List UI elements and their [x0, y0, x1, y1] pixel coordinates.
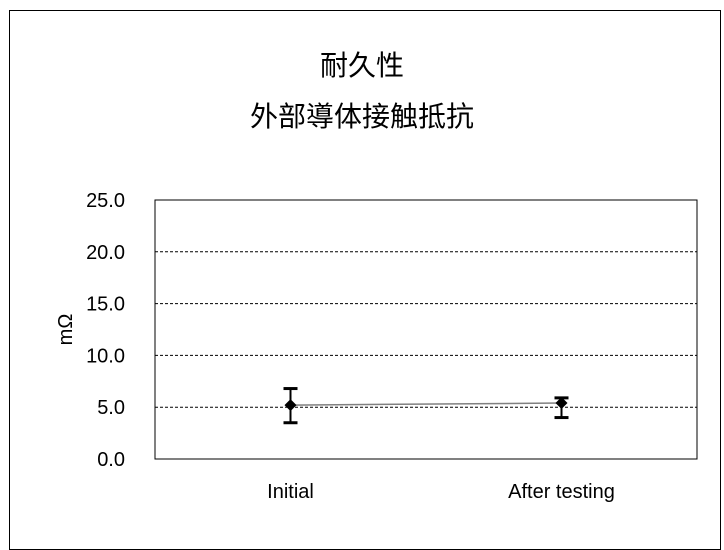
y-tick-label: 25.0: [86, 190, 125, 212]
y-axis-label: mΩ: [55, 314, 77, 346]
y-tick-label: 5.0: [97, 397, 125, 419]
x-tick-label: Initial: [267, 481, 314, 503]
plot-area: [154, 199, 698, 460]
data-point: [555, 397, 568, 410]
y-tick-label: 20.0: [86, 242, 125, 264]
chart-subtitle: 外部導体接触抵抗: [249, 100, 474, 133]
x-tick-label: After testing: [508, 481, 615, 503]
series-line: [290, 402, 562, 406]
y-tick-label: 0.0: [97, 449, 125, 471]
data-point: [284, 399, 297, 412]
y-tick-label: 10.0: [86, 345, 125, 367]
y-tick-label: 15.0: [86, 294, 125, 316]
chart-title: 耐久性: [319, 49, 404, 82]
